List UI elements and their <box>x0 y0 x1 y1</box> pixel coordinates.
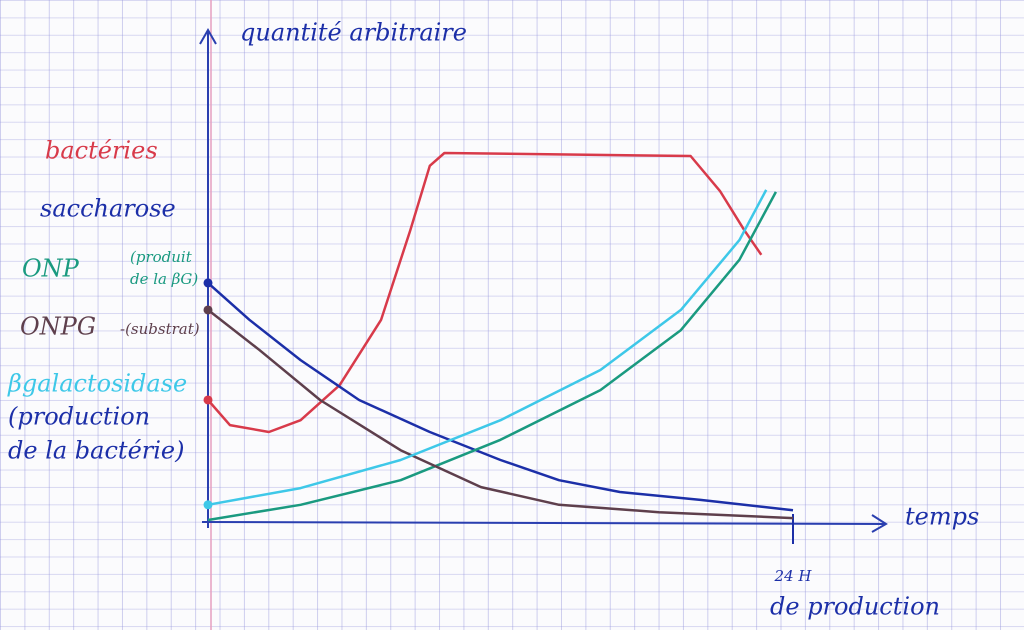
legend-entry: saccharose <box>40 195 176 223</box>
start-dot <box>204 395 213 404</box>
chart: quantité arbitraire temps de production … <box>0 0 1024 630</box>
axes <box>200 30 886 532</box>
series-line <box>208 190 766 505</box>
legend-entry: ONP <box>22 255 80 283</box>
start-dot <box>204 500 213 509</box>
annotation: (produit <box>130 248 193 266</box>
annotation: de la bactérie) <box>8 437 184 465</box>
series-line <box>208 153 761 432</box>
start-dot <box>204 278 213 287</box>
series-line <box>208 283 793 510</box>
annotation: de la βG) <box>130 270 198 288</box>
x-axis-title: temps <box>905 503 979 531</box>
annotation: (production <box>8 403 150 431</box>
series-line <box>208 310 793 518</box>
start-dot <box>204 305 213 314</box>
series-line <box>208 192 776 520</box>
x-axis <box>202 522 885 524</box>
legend-entry: ONPG <box>20 313 96 341</box>
legend-entry: βgalactosidase <box>7 370 187 398</box>
x-tick-label: 24 H <box>774 567 813 585</box>
y-axis-title: quantité arbitraire <box>240 19 467 47</box>
annotation: -(substrat) <box>120 320 200 338</box>
x-note: de production <box>770 593 940 621</box>
legend-entry: bactéries <box>45 137 158 165</box>
